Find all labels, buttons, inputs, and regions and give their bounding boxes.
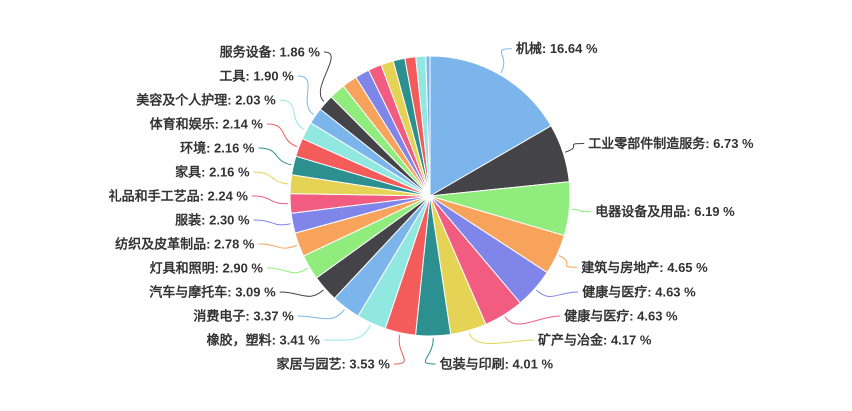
- slice-label: 服装: 2.30 %: [175, 213, 250, 228]
- slice-label: 汽车与摩托车: 3.09 %: [149, 285, 276, 300]
- slice-label: 美容及个人护理: 2.03 %: [136, 93, 276, 108]
- label-connector: [251, 195, 289, 205]
- slice-label: 健康与医疗: 4.63 %: [582, 285, 696, 300]
- slice-label: 礼品和手工艺品: 2.24 %: [109, 189, 249, 204]
- label-connector: [558, 255, 578, 268]
- label-connector: [319, 51, 332, 102]
- label-connector: [279, 289, 324, 297]
- slice-label: 矿产与冶金: 4.17 %: [538, 333, 652, 348]
- label-connector: [279, 99, 305, 131]
- slice-label: 体育和娱乐: 2.14 %: [150, 117, 264, 132]
- slice-label: 机械: 16.64 %: [516, 41, 598, 56]
- slice-label: 灯具和照明: 2.90 %: [150, 261, 264, 276]
- label-connector: [424, 337, 436, 365]
- label-connector: [536, 289, 579, 297]
- slice-label: 健康与医疗: 4.63 %: [564, 309, 678, 324]
- slice-label: 建筑与房地产: 4.65 %: [581, 260, 708, 275]
- label-connector: [468, 332, 535, 344]
- slice-label: 包装与印刷: 4.01 %: [440, 357, 554, 372]
- label-connector: [571, 208, 592, 213]
- slice-label: 家居与园艺: 3.53 %: [276, 357, 390, 372]
- label-connector: [253, 171, 289, 185]
- slice-label: 工业零部件制造服务: 6.73 %: [588, 136, 754, 151]
- label-connector: [258, 243, 298, 249]
- pie-slice-30[interactable]: [425, 55, 431, 197]
- label-connector: [297, 75, 314, 116]
- label-connector: [500, 48, 512, 74]
- slice-label: 工具: 1.90 %: [219, 69, 294, 84]
- slice-label: 纺织及皮革制品: 2.78 %: [115, 237, 255, 252]
- label-connector: [253, 219, 291, 226]
- slice-label: 环境: 2.16 %: [180, 141, 255, 156]
- label-connector: [258, 147, 292, 166]
- label-connector: [266, 123, 298, 148]
- pie-slice-0[interactable]: [429, 55, 552, 197]
- label-connector: [504, 315, 561, 325]
- slice-label: 橡胶，塑料: 3.41 %: [207, 333, 321, 348]
- label-connector: [266, 267, 309, 274]
- slice-label: 电器设备及用品: 6.19 %: [595, 204, 735, 219]
- slice-label: 消费电子: 3.37 %: [193, 309, 294, 324]
- label-connector: [297, 309, 345, 320]
- label-connector: [393, 334, 405, 365]
- label-connector: [323, 324, 371, 341]
- slice-label: 家具: 2.16 %: [175, 165, 250, 180]
- label-connector: [564, 143, 585, 153]
- slice-label: 服务设备: 1.86 %: [220, 45, 321, 60]
